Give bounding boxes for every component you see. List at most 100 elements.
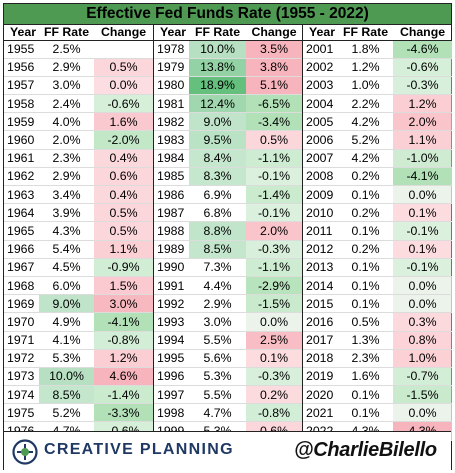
header-year: Year (4, 24, 39, 41)
table-title: Effective Fed Funds Rate (1955 - 2022) (4, 4, 451, 25)
table-row: 1997 5.5% 0.2% (154, 385, 302, 405)
table-row: 1993 3.0% 0.0% (154, 312, 302, 332)
year-cell: 2004 (303, 94, 338, 114)
table-row: 1988 8.8% 2.0% (154, 221, 302, 241)
year-cell: 1982 (154, 112, 189, 132)
change-cell: -3.4% (246, 112, 302, 132)
change-cell: -0.1% (246, 167, 302, 187)
change-cell: 3.8% (246, 58, 302, 77)
year-cell: 1967 (4, 258, 39, 277)
year-cell: 1960 (4, 130, 39, 150)
table-row: 2015 0.1% 0.0% (303, 294, 452, 314)
change-cell: -0.1% (246, 203, 302, 223)
table-row: 2002 1.2% -0.6% (303, 58, 452, 77)
change-cell: 0.6% (94, 167, 153, 187)
change-cell: 0.3% (393, 312, 452, 332)
table-row: 1985 8.3% -0.1% (154, 167, 302, 187)
table-row: 1978 10.0% 3.5% (154, 40, 302, 59)
ff-rate-cell: 5.5% (189, 385, 246, 405)
change-cell: -2.0% (94, 130, 153, 150)
year-cell: 2018 (303, 349, 338, 368)
ff-rate-cell: 1.0% (338, 76, 393, 96)
header-change: Change (94, 24, 153, 41)
table-row: 1986 6.9% -1.4% (154, 185, 302, 205)
ff-rate-cell: 9.5% (189, 130, 246, 150)
change-cell: 0.0% (94, 76, 153, 96)
ff-rate-cell: 0.1% (338, 276, 393, 296)
change-cell: -6.5% (246, 94, 302, 114)
table-row: 1969 9.0% 3.0% (4, 294, 153, 314)
ff-rate-cell: 5.6% (189, 349, 246, 368)
year-cell: 1996 (154, 367, 189, 387)
change-cell: 4.6% (94, 367, 153, 387)
ff-rate-cell: 0.1% (338, 403, 393, 423)
ff-rate-cell: 10.0% (39, 367, 94, 387)
table-row: 1963 3.4% 0.4% (4, 185, 153, 205)
table-row: 1992 2.9% -1.5% (154, 294, 302, 314)
ff-rate-cell: 5.2% (338, 130, 393, 150)
table-header-row: Year FF Rate Change (154, 24, 302, 41)
change-cell: 3.5% (246, 40, 302, 59)
ff-rate-cell: 5.2% (39, 403, 94, 423)
change-cell: -1.0% (393, 149, 452, 168)
ff-rate-cell: 2.9% (39, 167, 94, 187)
change-cell (94, 40, 153, 59)
change-cell: -1.1% (246, 258, 302, 277)
year-cell: 2021 (303, 403, 338, 423)
change-cell: 0.4% (94, 149, 153, 168)
year-cell: 1965 (4, 221, 39, 241)
change-cell: 0.1% (246, 349, 302, 368)
change-cell: -0.1% (393, 221, 452, 241)
footer: CREATIVE PLANNING @CharlieBilello (4, 431, 451, 470)
year-cell: 1975 (4, 403, 39, 423)
year-cell: 1998 (154, 403, 189, 423)
year-cell: 1985 (154, 167, 189, 187)
table-row: 1994 5.5% 2.5% (154, 331, 302, 350)
change-cell: 2.5% (246, 331, 302, 350)
table-row: 2019 1.6% -0.7% (303, 367, 452, 387)
change-cell: 0.5% (246, 130, 302, 150)
header-year: Year (154, 24, 189, 41)
ff-rate-cell: 13.8% (189, 58, 246, 77)
table-row: 1971 4.1% -0.8% (4, 331, 153, 350)
ff-rate-cell: 2.0% (39, 130, 94, 150)
year-cell: 1984 (154, 149, 189, 168)
table-row: 1956 2.9% 0.5% (4, 58, 153, 77)
year-cell: 1969 (4, 294, 39, 314)
ff-rate-cell: 1.3% (338, 331, 393, 350)
year-cell: 1957 (4, 76, 39, 96)
year-cell: 1988 (154, 221, 189, 241)
year-cell: 1962 (4, 167, 39, 187)
ff-rate-cell: 0.1% (338, 294, 393, 314)
ff-rate-cell: 1.8% (338, 40, 393, 59)
ff-rate-cell: 9.0% (39, 294, 94, 314)
change-cell: 0.0% (393, 294, 452, 314)
change-cell: -1.1% (246, 149, 302, 168)
year-cell: 1971 (4, 331, 39, 350)
ff-rate-cell: 8.5% (39, 385, 94, 405)
ff-rate-cell: 2.3% (39, 149, 94, 168)
ff-rate-cell: 3.0% (189, 312, 246, 332)
table-row: 2021 0.1% 0.0% (303, 403, 452, 423)
table-row: 1960 2.0% -2.0% (4, 130, 153, 150)
change-cell: -0.3% (246, 367, 302, 387)
change-cell: 1.2% (94, 349, 153, 368)
year-cell: 2020 (303, 385, 338, 405)
year-cell: 2009 (303, 185, 338, 205)
table-row: 1989 8.5% -0.3% (154, 240, 302, 259)
table-row: 1996 5.3% -0.3% (154, 367, 302, 387)
table-row: 1972 5.3% 1.2% (4, 349, 153, 368)
ff-rate-cell: 3.0% (39, 76, 94, 96)
year-cell: 2005 (303, 112, 338, 132)
ff-rate-cell: 4.3% (39, 221, 94, 241)
ff-rate-cell: 8.8% (189, 221, 246, 241)
ff-rate-cell: 2.9% (189, 294, 246, 314)
year-cell: 2011 (303, 221, 338, 241)
ff-rate-cell: 2.5% (39, 40, 94, 59)
year-cell: 1991 (154, 276, 189, 296)
change-cell: -1.4% (246, 185, 302, 205)
change-cell: -0.6% (393, 58, 452, 77)
table-row: 2010 0.2% 0.1% (303, 203, 452, 223)
table-row: 1987 6.8% -0.1% (154, 203, 302, 223)
table-row: 1968 6.0% 1.5% (4, 276, 153, 296)
